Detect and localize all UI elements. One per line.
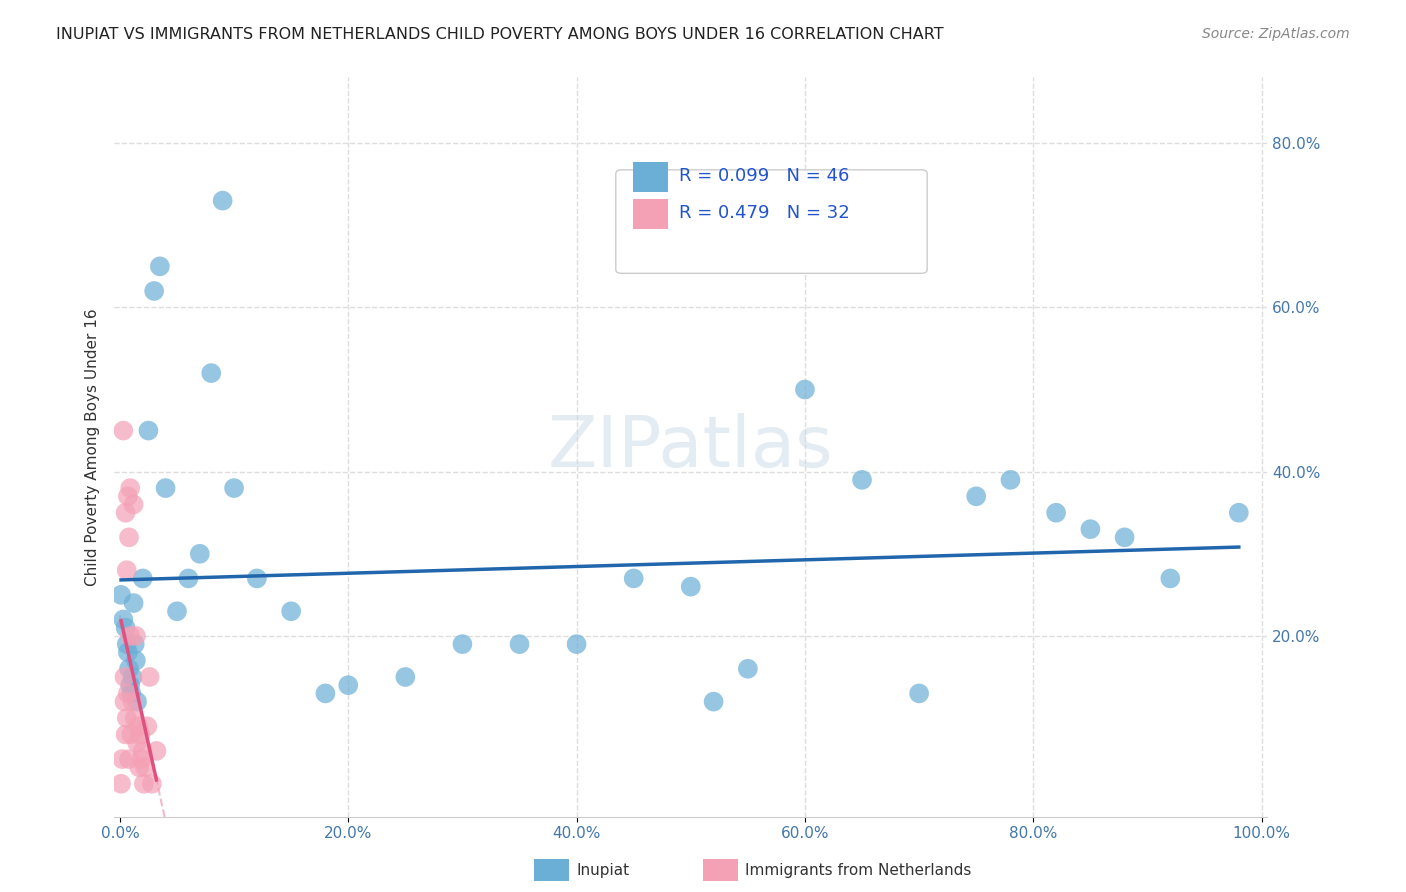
Immigrants from Netherlands [141,777,163,791]
Inupiat [125,654,148,668]
Text: Source: ZipAtlas.com: Source: ZipAtlas.com [1202,27,1350,41]
Immigrants from Netherlands [124,711,146,725]
Inupiat [451,637,474,651]
Immigrants from Netherlands [125,629,148,643]
Immigrants from Netherlands [129,727,152,741]
Inupiat [117,645,139,659]
Inupiat [679,580,702,594]
Immigrants from Netherlands [134,760,156,774]
Inupiat [114,621,136,635]
Immigrants from Netherlands [125,736,148,750]
Immigrants from Netherlands [115,711,138,725]
Inupiat [177,571,200,585]
Inupiat [1045,506,1067,520]
Inupiat [908,686,931,700]
Immigrants from Netherlands [132,744,155,758]
Immigrants from Netherlands [122,498,145,512]
Inupiat [314,686,336,700]
Immigrants from Netherlands [136,719,159,733]
Inupiat [1114,530,1136,544]
Immigrants from Netherlands [120,629,142,643]
Inupiat [211,194,233,208]
Immigrants from Netherlands [128,760,150,774]
Immigrants from Netherlands [117,686,139,700]
Inupiat [112,612,135,626]
Immigrants from Netherlands [127,719,149,733]
Inupiat [737,662,759,676]
Text: ZIPatlas: ZIPatlas [548,412,834,482]
Text: INUPIAT VS IMMIGRANTS FROM NETHERLANDS CHILD POVERTY AMONG BOYS UNDER 16 CORRELA: INUPIAT VS IMMIGRANTS FROM NETHERLANDS C… [56,27,943,42]
Inupiat [124,637,146,651]
Inupiat [1227,506,1250,520]
Inupiat [703,695,725,709]
Inupiat [149,260,172,274]
Inupiat [222,481,245,495]
Inupiat [565,637,588,651]
Inupiat [188,547,211,561]
Immigrants from Netherlands [112,424,135,438]
Bar [633,162,668,192]
Inupiat [1159,571,1181,585]
Y-axis label: Child Poverty Among Boys Under 16: Child Poverty Among Boys Under 16 [86,309,100,586]
Inupiat [122,596,145,610]
FancyBboxPatch shape [616,169,927,273]
Inupiat [851,473,873,487]
Inupiat [118,662,141,676]
Immigrants from Netherlands [138,670,160,684]
Inupiat [166,604,188,618]
Immigrants from Netherlands [118,752,141,766]
Immigrants from Netherlands [131,752,153,766]
Immigrants from Netherlands [110,777,132,791]
Immigrants from Netherlands [117,489,139,503]
Immigrants from Netherlands [111,752,134,766]
Immigrants from Netherlands [114,670,136,684]
Text: Immigrants from Netherlands: Immigrants from Netherlands [745,863,972,878]
Inupiat [143,284,166,298]
Immigrants from Netherlands [114,695,136,709]
Inupiat [155,481,177,495]
Immigrants from Netherlands [132,777,155,791]
Inupiat [120,686,142,700]
Inupiat [1080,522,1102,536]
Inupiat [121,670,143,684]
Text: R = 0.099   N = 46: R = 0.099 N = 46 [679,167,849,185]
Immigrants from Netherlands [120,481,142,495]
Inupiat [280,604,302,618]
Inupiat [337,678,360,692]
Inupiat [125,695,148,709]
Immigrants from Netherlands [114,727,136,741]
Immigrants from Netherlands [145,744,167,758]
Text: R = 0.479   N = 32: R = 0.479 N = 32 [679,203,851,222]
Bar [633,200,668,229]
Inupiat [623,571,645,585]
Immigrants from Netherlands [121,695,143,709]
Inupiat [115,637,138,651]
Immigrants from Netherlands [120,727,142,741]
Inupiat [246,571,269,585]
Text: Inupiat: Inupiat [576,863,630,878]
Immigrants from Netherlands [114,506,136,520]
Inupiat [965,489,987,503]
Immigrants from Netherlands [118,530,141,544]
Inupiat [132,571,155,585]
Inupiat [794,383,817,397]
Inupiat [1000,473,1022,487]
Inupiat [120,678,142,692]
Inupiat [110,588,132,602]
Inupiat [508,637,530,651]
Immigrants from Netherlands [115,563,138,577]
Inupiat [138,424,160,438]
Inupiat [200,366,222,380]
Inupiat [394,670,416,684]
